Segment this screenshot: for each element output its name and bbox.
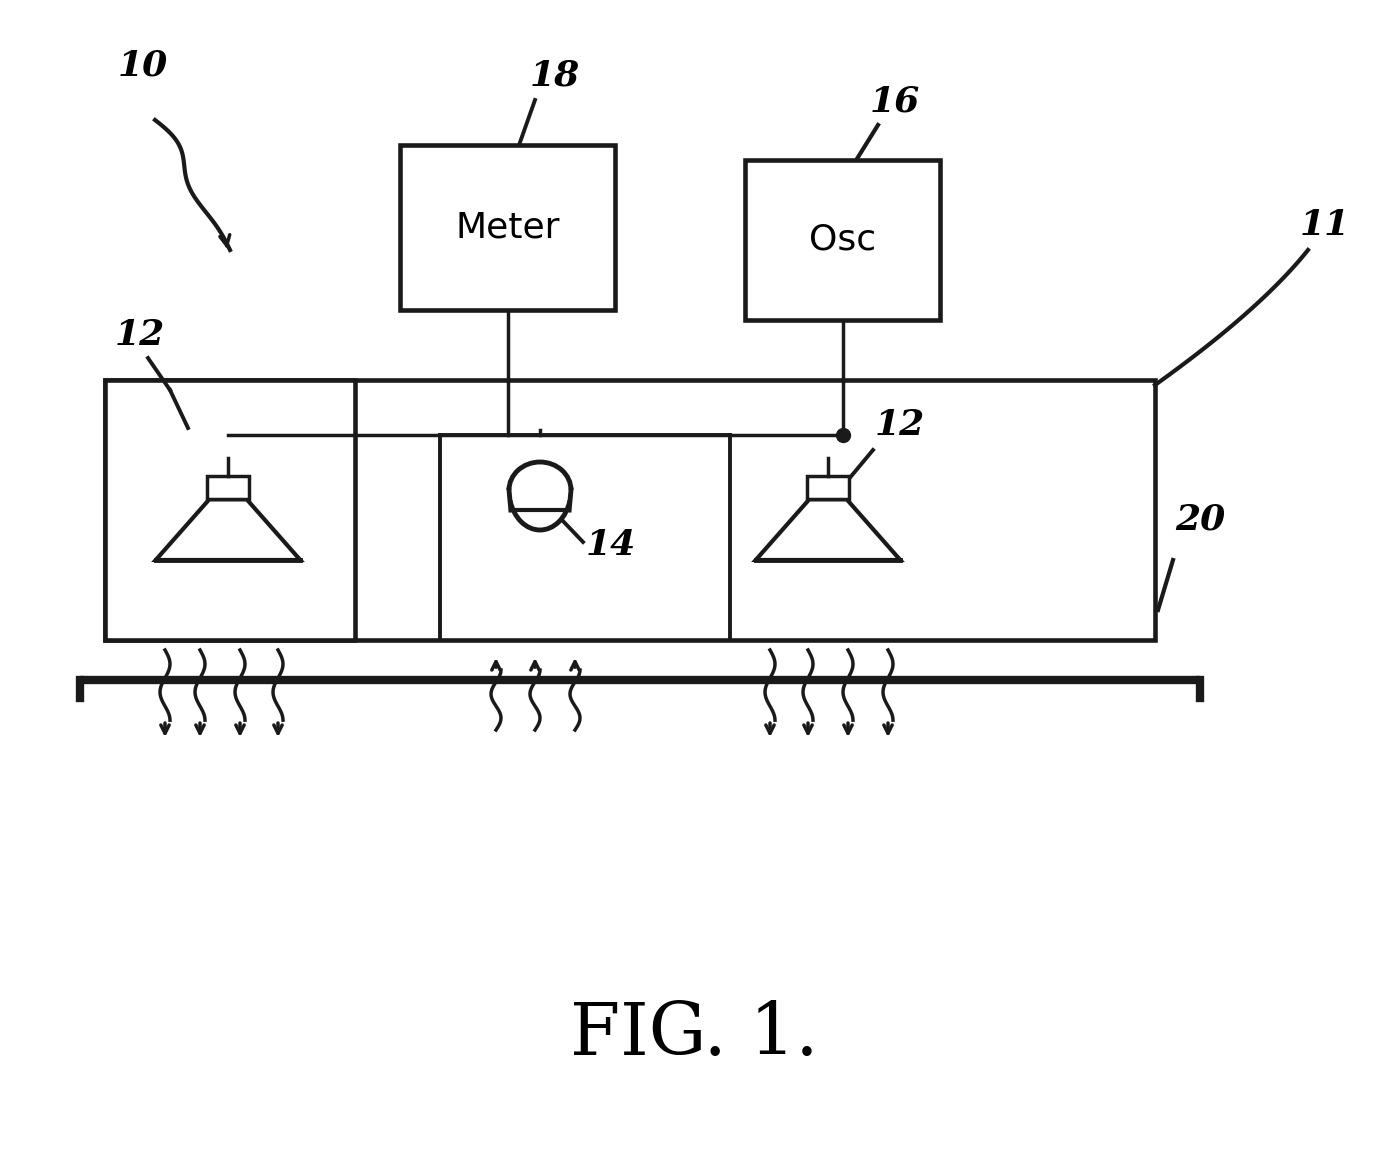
Text: 14: 14 <box>586 529 636 563</box>
Text: 12: 12 <box>875 408 925 442</box>
Text: FIG. 1.: FIG. 1. <box>569 1000 818 1070</box>
Bar <box>745 161 940 320</box>
Bar <box>207 477 249 499</box>
Bar <box>106 380 356 640</box>
Bar <box>807 477 849 499</box>
Text: 16: 16 <box>870 86 921 120</box>
Text: Meter: Meter <box>456 211 560 245</box>
Bar <box>106 380 1156 640</box>
Text: 18: 18 <box>531 57 581 91</box>
Text: Osc: Osc <box>808 223 876 257</box>
Text: 12: 12 <box>115 318 165 352</box>
Text: 10: 10 <box>118 48 168 82</box>
Text: 20: 20 <box>1175 503 1225 537</box>
Text: 11: 11 <box>1300 207 1350 241</box>
Bar <box>400 145 615 311</box>
